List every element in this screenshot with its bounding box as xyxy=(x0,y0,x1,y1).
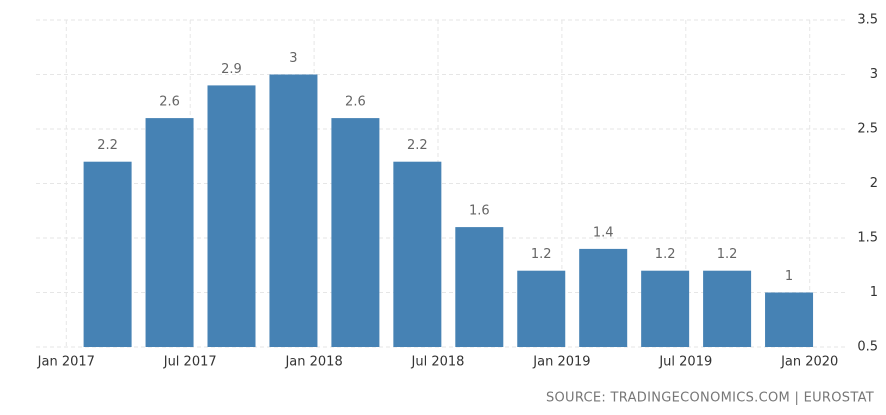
x-tick-label: Jul 2019 xyxy=(658,355,712,370)
bar xyxy=(703,270,752,347)
x-tick-label: Jan 2017 xyxy=(37,355,95,370)
value-label: 3 xyxy=(289,51,297,66)
bar xyxy=(579,248,628,347)
value-label: 1.4 xyxy=(593,225,614,240)
value-label: 1.2 xyxy=(655,247,676,262)
value-label: 2.6 xyxy=(159,95,180,110)
x-tick-label: Jan 2019 xyxy=(532,355,590,370)
bar xyxy=(83,161,132,347)
y-tick-label: 0.5 xyxy=(857,340,878,355)
bar xyxy=(455,227,504,347)
y-tick-label: 1.5 xyxy=(857,231,878,246)
x-tick-label: Jul 2017 xyxy=(163,355,217,370)
value-label: 2.2 xyxy=(407,138,428,153)
y-tick-label: 3 xyxy=(870,67,878,82)
value-label: 1.2 xyxy=(717,247,738,262)
source: SOURCE: TRADINGECONOMICS.COM | EUROSTAT xyxy=(546,391,874,406)
y-tick-label: 3.5 xyxy=(857,13,878,28)
bar xyxy=(207,85,256,348)
x-tick-label: Jul 2018 xyxy=(411,355,465,370)
bar xyxy=(765,292,814,347)
value-label: 1 xyxy=(785,269,793,284)
value-label: 2.9 xyxy=(221,62,242,77)
bar xyxy=(393,161,442,347)
value-label: 1.2 xyxy=(531,247,552,262)
value-label: 2.6 xyxy=(345,95,366,110)
y-tick-label: 2.5 xyxy=(857,122,878,137)
x-tick-label: Jan 2018 xyxy=(284,355,342,370)
x-tick-label: Jan 2020 xyxy=(780,355,838,370)
bar xyxy=(331,118,380,347)
bar xyxy=(145,118,194,347)
bar xyxy=(269,74,318,347)
value-label: 1.6 xyxy=(469,204,490,219)
y-tick-label: 2 xyxy=(870,176,878,191)
value-label: 2.2 xyxy=(97,138,118,153)
y-tick-label: 1 xyxy=(870,285,878,300)
bar xyxy=(641,270,690,347)
bar xyxy=(517,270,566,347)
